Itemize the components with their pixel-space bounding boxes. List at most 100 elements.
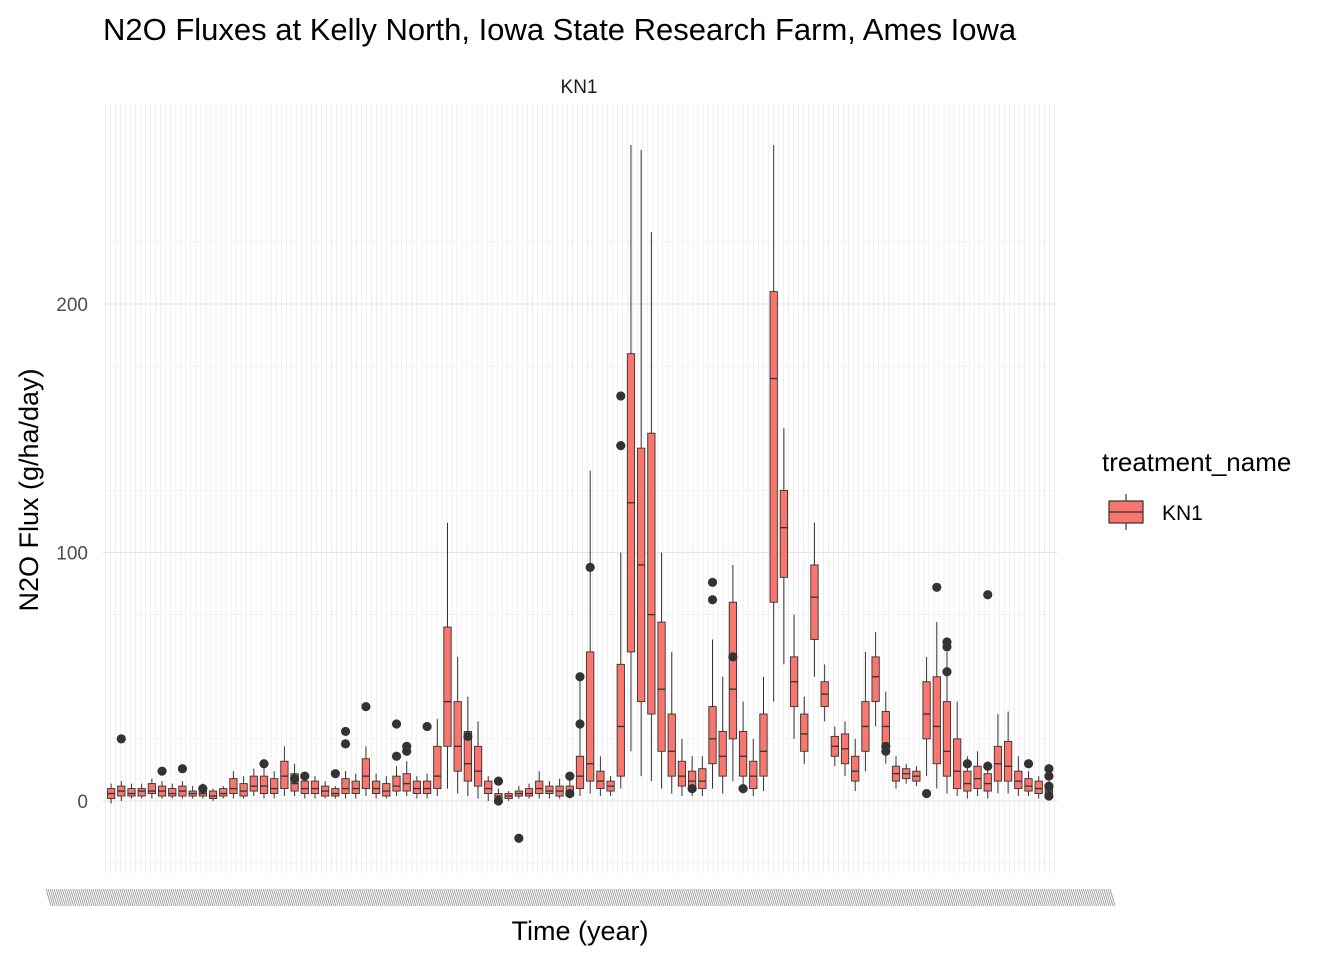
boxplot bbox=[606, 776, 615, 797]
x-tick-label bbox=[599, 888, 605, 907]
x-tick-label bbox=[217, 888, 224, 907]
x-tick-label bbox=[519, 888, 526, 907]
x-tick-label bbox=[293, 888, 300, 907]
x-tick-label bbox=[283, 888, 290, 907]
x-tick-label bbox=[964, 888, 970, 907]
x-tick-label bbox=[937, 888, 944, 907]
x-tick-label bbox=[369, 888, 376, 907]
boxplot bbox=[168, 783, 177, 799]
x-tick-label bbox=[744, 888, 751, 907]
x-tick-label bbox=[923, 888, 929, 907]
x-tick-label bbox=[627, 888, 634, 907]
x-tick-label bbox=[180, 888, 187, 907]
x-tick-label bbox=[320, 888, 327, 907]
boxplot-box bbox=[280, 760, 289, 790]
x-tick-label bbox=[135, 888, 142, 907]
x-tick-label bbox=[623, 888, 630, 907]
x-tick-label bbox=[586, 888, 593, 907]
x-tick-label bbox=[594, 888, 601, 907]
x-tick-label bbox=[1064, 888, 1071, 907]
x-tick-label bbox=[225, 888, 232, 907]
x-tick-label bbox=[545, 888, 552, 907]
x-tick-label bbox=[1021, 888, 1028, 907]
x-tick-label bbox=[724, 888, 731, 907]
x-tick-label bbox=[781, 888, 788, 907]
x-tick-label bbox=[572, 888, 579, 907]
x-tick-label bbox=[121, 888, 128, 907]
x-tick-label bbox=[539, 888, 546, 907]
boxplot-box bbox=[596, 770, 605, 790]
x-tick-label bbox=[332, 888, 339, 907]
x-tick-label bbox=[371, 888, 378, 907]
x-tick-label bbox=[184, 888, 191, 907]
x-tick-label bbox=[882, 888, 888, 907]
boxplot-outlier bbox=[402, 746, 412, 756]
x-tick-label bbox=[968, 888, 974, 907]
legend-label-kn1: KN1 bbox=[1162, 502, 1203, 525]
boxplot bbox=[1014, 756, 1023, 797]
x-tick-label bbox=[424, 888, 431, 907]
x-tick-label bbox=[994, 888, 1001, 907]
x-tick-label bbox=[553, 888, 560, 907]
x-tick-label bbox=[633, 888, 640, 907]
x-tick-label bbox=[512, 888, 519, 907]
x-tick-label bbox=[422, 888, 429, 907]
x-tick-label bbox=[738, 888, 745, 907]
x-tick-label bbox=[383, 888, 390, 907]
x-tick-label bbox=[258, 888, 265, 907]
x-tick-label bbox=[939, 888, 946, 907]
x-tick-label bbox=[410, 888, 417, 907]
x-tick-label bbox=[437, 888, 444, 907]
boxplot bbox=[157, 766, 167, 799]
x-tick-label bbox=[775, 888, 782, 907]
x-tick-label bbox=[736, 888, 743, 907]
boxplot bbox=[382, 776, 391, 799]
x-tick-label bbox=[652, 888, 659, 907]
boxplot bbox=[779, 428, 788, 665]
boxplot-box bbox=[1014, 770, 1023, 790]
x-tick-label bbox=[463, 888, 470, 907]
boxplot-box bbox=[738, 730, 748, 777]
x-tick-label bbox=[1046, 888, 1052, 907]
boxplot bbox=[993, 714, 1003, 794]
x-tick-label bbox=[244, 888, 251, 907]
x-tick-label bbox=[117, 888, 124, 907]
x-tick-label bbox=[109, 888, 115, 907]
x-tick-label bbox=[223, 888, 230, 907]
boxplot bbox=[749, 738, 758, 797]
x-tick-label bbox=[740, 888, 747, 907]
boxplot-box bbox=[545, 785, 554, 794]
boxplot bbox=[840, 721, 850, 777]
boxplot bbox=[219, 786, 228, 799]
x-tick-label bbox=[297, 888, 304, 907]
x-tick-label bbox=[215, 888, 222, 907]
boxplot-box bbox=[942, 701, 952, 777]
x-tick-label bbox=[394, 888, 400, 907]
x-tick-label bbox=[824, 888, 831, 907]
x-tick-label bbox=[847, 888, 854, 907]
x-tick-label bbox=[838, 888, 845, 907]
x-tick-label bbox=[478, 888, 485, 907]
y-tick-label: 0 bbox=[77, 792, 88, 813]
boxplot-box bbox=[422, 780, 432, 794]
x-tick-label bbox=[959, 888, 966, 907]
x-tick-label bbox=[1056, 888, 1063, 907]
x-tick-label bbox=[650, 888, 657, 907]
boxplot bbox=[585, 470, 595, 794]
x-tick-label bbox=[631, 888, 638, 907]
x-tick-label bbox=[646, 888, 653, 907]
x-tick-label bbox=[262, 888, 269, 907]
boxplot bbox=[861, 651, 870, 772]
x-tick-label bbox=[1068, 888, 1075, 907]
chart-title: N2O Fluxes at Kelly North, Iowa State Re… bbox=[103, 12, 1017, 47]
x-tick-label bbox=[912, 888, 919, 907]
x-tick-label bbox=[666, 888, 673, 907]
boxplot bbox=[1034, 776, 1043, 799]
x-tick-label bbox=[693, 888, 700, 907]
x-tick-label bbox=[703, 888, 710, 907]
boxplot-outlier bbox=[289, 774, 300, 784]
x-tick-label bbox=[1025, 888, 1032, 907]
y-tick-label: 200 bbox=[56, 295, 88, 316]
x-tick-label bbox=[141, 888, 148, 907]
